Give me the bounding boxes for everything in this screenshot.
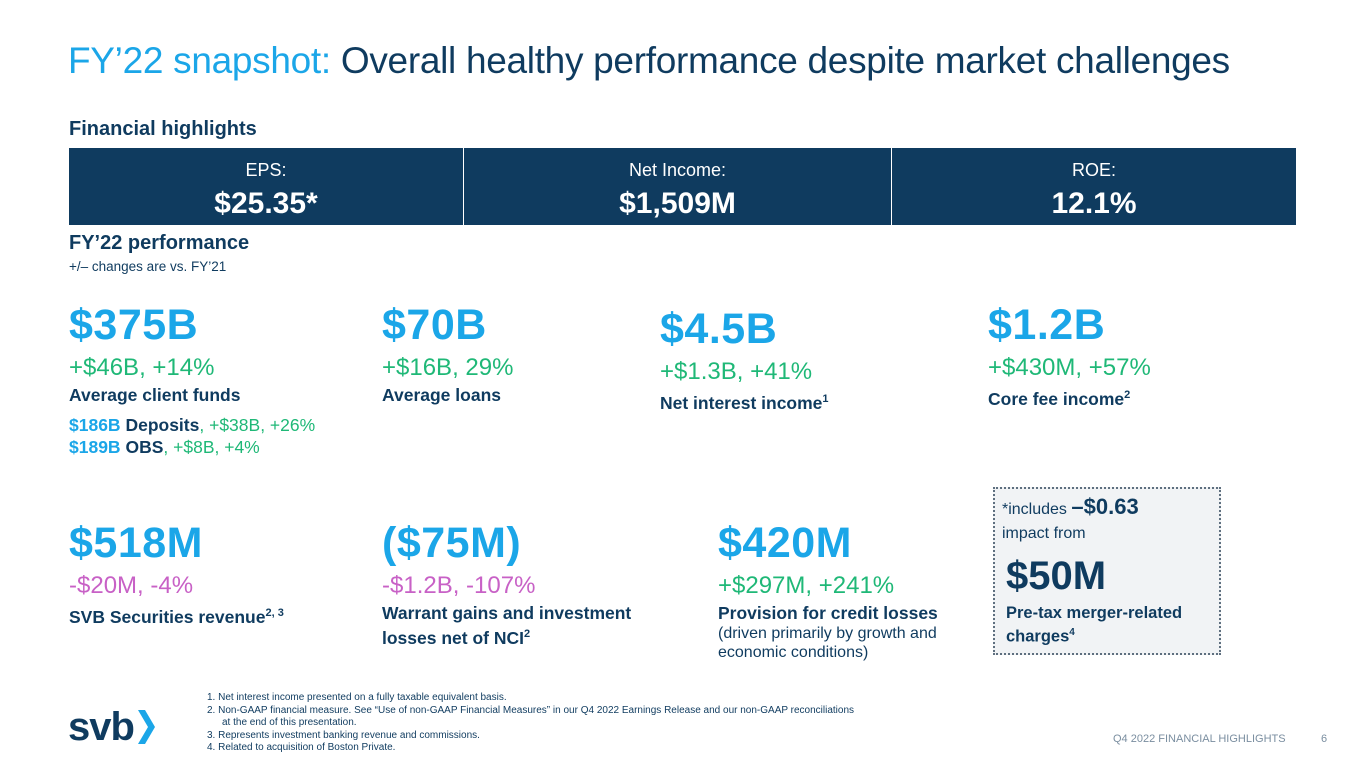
deposits-amount: $186B [69,415,121,435]
client-funds-change: +$46B, +14% [69,354,215,381]
logo-chevron-icon [137,710,155,744]
core-fee-change: +$430M, +57% [988,354,1151,381]
metric-client-funds: $375B +$46B, +14% Average client funds $… [69,304,315,458]
svb-logo: svb [68,707,156,747]
provision-label: Provision for credit losses [718,603,938,623]
performance-heading: FY’22 performance [69,232,250,254]
financial-highlights-heading: Financial highlights [69,118,257,140]
net-income-label: Net Income: [628,160,727,180]
callout-includes: *includes [1002,501,1067,518]
footnote-2: 2. Non-GAAP financial measure. See “Use … [207,704,855,716]
loans-label: Average loans [382,385,501,405]
deposits-name: Deposits [125,415,200,435]
net-income-cell: Net Income: $1,509M [464,148,892,225]
roe-value: 12.1% [1051,187,1137,220]
core-fee-footnote-ref: 2 [1124,389,1131,401]
deposits-line: $186B Deposits, +$38B, +26% [69,414,315,436]
deposits-sep: , [199,415,205,435]
title-prefix: FY’22 snapshot: [68,40,331,81]
callout-label-line2-wrap: charges4 [1006,623,1182,647]
callout-footnote-ref: 4 [1069,627,1075,638]
page-number: 6 [1321,733,1328,745]
warrant-label-line2-text: losses net of NCI [382,627,524,648]
eps-label: EPS: [245,160,287,180]
obs-name: OBS [125,437,164,457]
page-title: FY’22 snapshot: Overall healthy performa… [68,40,1230,82]
performance-note: +/– changes are vs. FY’21 [69,259,227,274]
provision-note-line1: (driven primarily by growth and [718,625,937,642]
callout-value: $50M [1006,554,1107,598]
callout-impact-value: –$0.63 [1071,494,1139,519]
obs-amount: $189B [69,437,121,457]
nii-label-text: Net interest income [660,392,823,413]
warrant-footnote-ref: 2 [523,628,531,640]
obs-change: +$8B, +4% [173,437,260,457]
securities-label-text: SVB Securities revenue [69,606,266,627]
callout-label-line1: Pre-tax merger-related [1006,604,1183,622]
securities-footnote-ref: 2, 3 [265,607,284,619]
title-main: Overall healthy performance despite mark… [340,40,1230,81]
warrant-value: ($75M) [382,519,522,567]
callout-label: Pre-tax merger-related charges4 [1006,604,1182,647]
footnote-2-cont: at the end of this presentation. [222,717,357,729]
footnote-3: 3. Represents investment banking revenue… [207,729,480,741]
roe-label: ROE: [1071,160,1116,180]
metric-core-fee: $1.2B +$430M, +57% Core fee income2 [988,304,1151,410]
metric-warrant: ($75M) -$1.2B, -107% Warrant gains and i… [382,522,631,649]
footnote-1: 1. Net interest income presented on a fu… [207,692,507,703]
nii-label: Net interest income1 [660,389,829,414]
roe-cell: ROE: 12.1% [892,148,1296,225]
warrant-change: -$1.2B, -107% [382,572,536,599]
obs-line: $189B OBS, +$8B, +4% [69,436,315,458]
metric-loans: $70B +$16B, 29% Average loans [382,304,513,406]
nii-value: $4.5B [660,305,778,353]
nii-change: +$1.3B, +41% [660,358,813,385]
client-funds-label: Average client funds [69,385,241,405]
core-fee-label: Core fee income2 [988,385,1151,410]
metric-nii: $4.5B +$1.3B, +41% Net interest income1 [660,308,829,414]
deposits-change: +$38B, +26% [209,415,316,435]
loans-change: +$16B, 29% [382,354,514,381]
footnotes: 1. Net interest income presented on a fu… [207,692,854,755]
logo-text: svb [68,705,135,749]
provision-value: $420M [718,519,852,567]
metric-provision: $420M +$297M, +241% Provision for credit… [718,522,938,662]
footnote-4: 4. Related to acquisition of Boston Priv… [207,742,396,754]
merger-charges-callout: *includes –$0.63 impact from $50M Pre-ta… [993,487,1221,655]
core-fee-label-text: Core fee income [988,388,1125,409]
provision-change: +$297M, +241% [718,572,895,599]
callout-label-line2: charges [1006,627,1070,646]
loans-value: $70B [382,301,487,349]
client-funds-value: $375B [69,301,199,349]
securities-value: $518M [69,519,203,567]
provision-note-line2: economic conditions) [718,644,869,661]
footer-section-label: Q4 2022 FINANCIAL HIGHLIGHTS [1113,733,1286,745]
core-fee-value: $1.2B [988,301,1106,349]
highlights-bar: EPS: $25.35* Net Income: $1,509M ROE: 12… [69,148,1296,225]
obs-sep: , [163,437,169,457]
eps-cell: EPS: $25.35* [69,148,464,225]
warrant-label-line1: Warrant gains and investment [382,603,632,623]
callout-includes-line: *includes –$0.63 [1002,494,1139,520]
securities-change: -$20M, -4% [69,572,194,599]
securities-label: SVB Securities revenue2, 3 [69,603,284,628]
net-income-value: $1,509M [619,187,736,220]
eps-value: $25.35* [214,187,318,220]
callout-impact-from: impact from [1002,525,1086,542]
warrant-label-line2: losses net of NCI2 [382,624,631,649]
metric-securities: $518M -$20M, -4% SVB Securities revenue2… [69,522,284,628]
nii-footnote-ref: 1 [822,393,829,405]
